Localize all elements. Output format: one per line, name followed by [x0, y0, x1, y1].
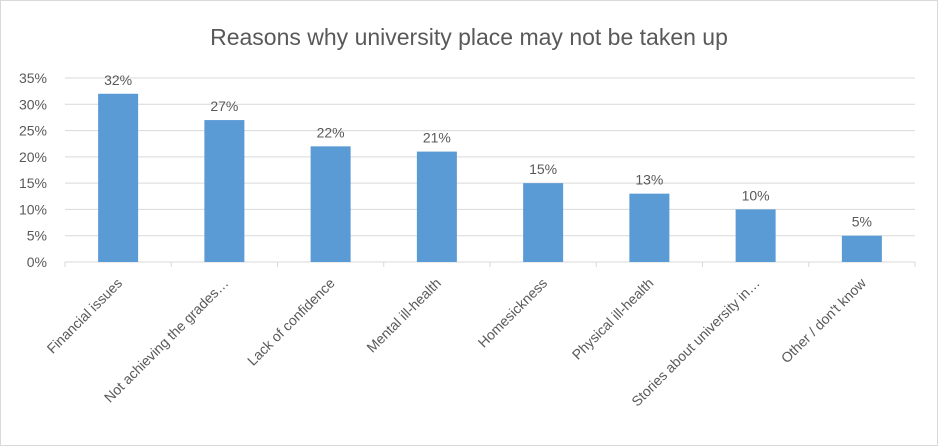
y-tick-label: 20%: [19, 149, 47, 165]
y-tick-label: 5%: [27, 228, 47, 244]
bar: [841, 235, 882, 262]
value-label: 32%: [104, 72, 132, 88]
y-tick-label: 0%: [27, 254, 47, 270]
value-label: 22%: [317, 124, 345, 140]
y-tick-label: 35%: [19, 70, 47, 86]
bar: [523, 183, 564, 262]
y-tick-label: 30%: [19, 96, 47, 112]
bar: [310, 146, 351, 262]
y-tick-label: 10%: [19, 201, 47, 217]
bar: [416, 151, 457, 262]
value-label: 15%: [529, 161, 557, 177]
value-label: 13%: [635, 172, 663, 188]
bar: [629, 193, 670, 262]
value-label: 27%: [210, 98, 238, 114]
bar: [98, 93, 139, 263]
chart-title: Reasons why university place may not be …: [210, 24, 728, 50]
value-label: 5%: [852, 214, 872, 230]
y-tick-label: 25%: [19, 123, 47, 139]
value-label: 21%: [423, 130, 451, 146]
bar: [204, 120, 245, 262]
bar: [735, 209, 776, 262]
y-tick-label: 15%: [19, 175, 47, 191]
value-label: 10%: [742, 187, 770, 203]
